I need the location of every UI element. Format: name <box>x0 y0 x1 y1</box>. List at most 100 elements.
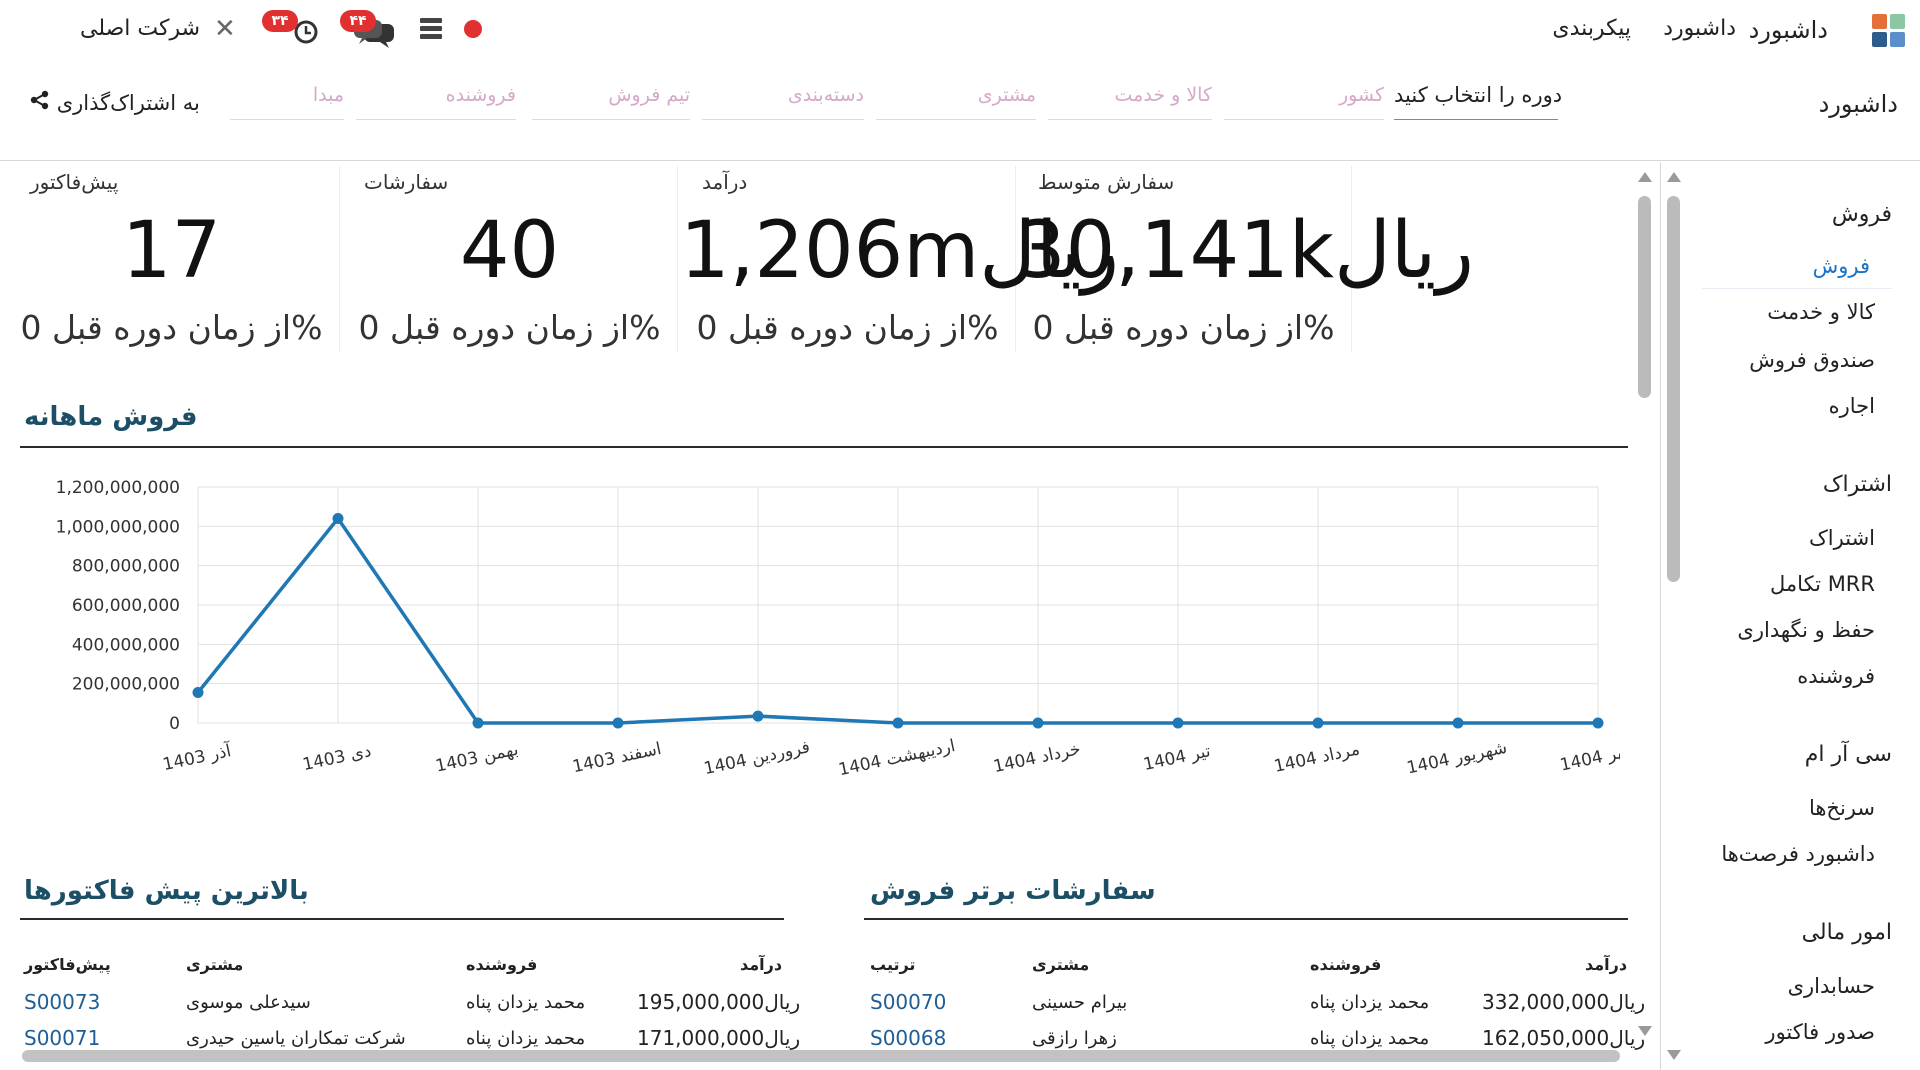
top-navbar: داشبورد داشبورد پیکربندی ۴۴ ۳۴ ✕ شرکت اص… <box>0 0 1920 60</box>
kpi-value: 30,141kریال <box>1016 206 1474 296</box>
scroll-down-icon[interactable] <box>1638 1026 1652 1036</box>
sidebar-item-products[interactable]: کالا و خدمت <box>1767 300 1875 324</box>
apps-icon[interactable] <box>1872 14 1906 48</box>
kpi-card-quotations[interactable]: پیش‌فاکتور 17 از زمان دوره قبل 0% <box>4 166 340 352</box>
filter-category[interactable]: دسته‌بندی <box>702 80 864 120</box>
sidebar-section-crm: سی آر ام <box>1804 742 1892 767</box>
sidebar-item-pos[interactable]: صندوق فروش <box>1749 348 1875 372</box>
kpi-title: درآمد <box>702 170 748 194</box>
y-tick-label: 800,000,000 <box>72 557 180 577</box>
data-point <box>1312 717 1324 729</box>
section-title-top-quotations: بالاترین پیش فاکتورها <box>24 876 309 906</box>
data-point <box>1172 717 1184 729</box>
y-tick-label: 1,200,000,000 <box>56 478 180 498</box>
column-header-salesperson[interactable]: فروشنده <box>1310 955 1382 974</box>
scroll-up-icon[interactable] <box>1667 172 1681 182</box>
kpi-card-orders[interactable]: سفارشات 40 از زمان دوره قبل 0% <box>342 166 678 352</box>
column-header-customer[interactable]: مشتری <box>186 955 244 974</box>
sidebar-item-rental[interactable]: اجاره <box>1828 394 1875 418</box>
kpi-card-avg-order[interactable]: سفارش متوسط 30,141kریال از زمان دوره قبل… <box>1016 166 1474 352</box>
sidebar-item-salesperson[interactable]: فروشنده <box>1797 664 1875 688</box>
column-header-revenue[interactable]: درآمد <box>740 955 783 974</box>
kpi-value: 40 <box>459 206 560 296</box>
section-divider <box>20 918 784 920</box>
tools-icon[interactable]: ✕ <box>214 14 236 44</box>
sidebar-section-sales: فروش <box>1831 202 1892 227</box>
menu-configuration[interactable]: پیکربندی <box>1552 16 1631 41</box>
kpi-change: از زمان دوره قبل 0% <box>20 308 323 347</box>
column-header-revenue[interactable]: درآمد <box>1585 955 1628 974</box>
order-reference[interactable]: S00068 <box>870 1026 947 1050</box>
data-point <box>1452 717 1464 729</box>
main-scrollbar[interactable] <box>1638 196 1651 398</box>
section-title-top-orders: سفارشات برتر فروش <box>870 876 1156 906</box>
x-tick-label: خرداد 1404 <box>992 739 1083 777</box>
period-selector[interactable]: دوره را انتخاب کنید <box>1394 80 1562 120</box>
x-tick-label: تیر 1404 <box>1142 741 1213 775</box>
section-divider <box>864 918 1628 920</box>
salesperson-name: محمد یزدان پناه <box>1310 992 1430 1013</box>
y-tick-label: 1,000,000,000 <box>56 517 180 537</box>
customer-name: زهرا رازقی <box>1032 1028 1117 1049</box>
sidebar-section-finance: امور مالی <box>1801 920 1892 945</box>
salesperson-name: محمد یزدان پناه <box>466 992 586 1013</box>
kpi-change: از زمان دوره قبل 0% <box>696 308 999 347</box>
sidebar-item-subscription[interactable]: اشتراک <box>1809 526 1875 550</box>
data-point <box>1592 717 1604 729</box>
kpi-value: 17 <box>121 206 222 296</box>
sidebar-item-pipeline[interactable]: داشبورد فرصت‌ها <box>1721 842 1875 866</box>
sidebar-item-accounting[interactable]: حسابداری <box>1787 974 1875 998</box>
sidebar-item-invoicing[interactable]: صدور فاکتور <box>1765 1020 1875 1044</box>
record-icon[interactable] <box>464 20 482 38</box>
data-point <box>892 717 904 729</box>
share-icon <box>30 90 50 115</box>
filter-customer[interactable]: مشتری <box>876 80 1036 120</box>
salesperson-name: محمد یزدان پناه <box>466 1028 586 1049</box>
salesperson-name: محمد یزدان پناه <box>1310 1028 1430 1049</box>
column-header-salesperson[interactable]: فروشنده <box>466 955 538 974</box>
order-reference[interactable]: S00070 <box>870 990 947 1014</box>
filter-product[interactable]: کالا و خدمت <box>1048 80 1212 120</box>
sidebar-item-leads[interactable]: سرنخ‌ها <box>1808 796 1875 820</box>
server-icon[interactable] <box>420 18 442 40</box>
messages-badge: ۴۴ <box>340 10 376 32</box>
horizontal-scrollbar[interactable] <box>22 1050 1620 1062</box>
activities-badge: ۳۴ <box>262 10 298 32</box>
quote-reference[interactable]: S00073 <box>24 990 101 1014</box>
x-tick-label: دی 1403 <box>301 741 373 775</box>
column-header-rank[interactable]: ترتیب <box>870 955 916 974</box>
kpi-change: از زمان دوره قبل 0% <box>358 308 661 347</box>
data-point <box>192 687 204 699</box>
menu-dashboard[interactable]: داشبورد <box>1663 16 1736 41</box>
monthly-sales-chart[interactable]: 0 200,000,000 400,000,000 600,000,000 800,00… <box>0 460 1620 800</box>
customer-name: بیرام حسینی <box>1032 992 1128 1013</box>
quote-reference[interactable]: S00071 <box>24 1026 101 1050</box>
sidebar-item-sales[interactable]: فروش <box>1812 254 1870 278</box>
sidebar-scrollbar[interactable] <box>1667 196 1680 582</box>
kpi-title: سفارش متوسط <box>1038 170 1175 194</box>
filter-sales-team[interactable]: تیم فروش <box>532 80 690 120</box>
filter-source[interactable]: مبدا <box>230 80 344 120</box>
scroll-up-icon[interactable] <box>1638 172 1652 182</box>
sidebar-item-retention[interactable]: حفظ و نگهداری <box>1737 618 1875 642</box>
revenue-value: ریال332,000,000 <box>1482 990 1646 1014</box>
column-header-quote[interactable]: پیش‌فاکتور <box>24 955 111 974</box>
section-title-monthly-sales: فروش ماهانه <box>24 402 198 432</box>
company-switcher[interactable]: شرکت اصلی <box>80 16 201 41</box>
x-tick-label: اردیبهشت 1404 <box>837 736 957 780</box>
data-point <box>332 512 344 524</box>
filter-salesperson[interactable]: فروشنده <box>356 80 516 120</box>
kpi-card-revenue[interactable]: درآمد 1,206mریال از زمان دوره قبل 0% <box>680 166 1119 352</box>
y-tick-label: 400,000,000 <box>72 635 180 655</box>
filter-country[interactable]: کشور <box>1224 80 1384 120</box>
scroll-down-icon[interactable] <box>1667 1050 1681 1060</box>
revenue-value: ریال195,000,000 <box>637 990 801 1014</box>
data-point <box>1032 717 1044 729</box>
x-tick-label: اسفند 1403 <box>571 739 663 777</box>
sidebar-item-mrr[interactable]: تکامل MRR <box>1770 572 1875 596</box>
y-tick-label: 0 <box>169 714 180 734</box>
column-header-customer[interactable]: مشتری <box>1032 955 1090 974</box>
app-name[interactable]: داشبورد <box>1748 16 1828 44</box>
x-tick-label: آذر 1403 <box>161 739 234 775</box>
share-button[interactable]: به اشتراک‌گذاری <box>30 90 200 115</box>
